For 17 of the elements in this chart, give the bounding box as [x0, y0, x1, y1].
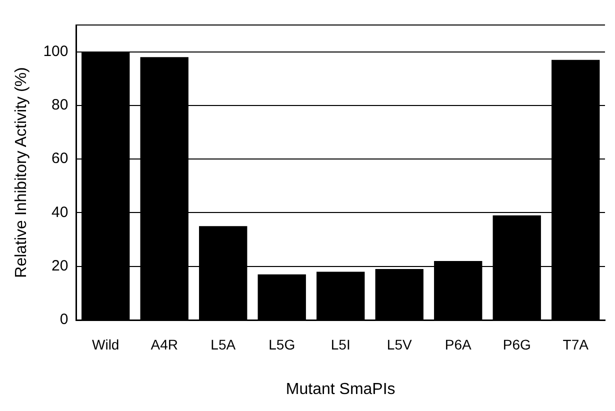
y-tick-label: 20	[52, 258, 68, 275]
y-axis-title: Relative Inhibitory Activity (%)	[13, 67, 30, 278]
x-tick-label: P6A	[444, 336, 472, 352]
x-tick-label: L5A	[210, 336, 236, 352]
y-tick-label: 0	[60, 311, 68, 328]
x-tick-label: P6G	[502, 336, 531, 352]
x-axis-title: Mutant SmaPIs	[286, 380, 396, 398]
x-tick-label: A4R	[150, 336, 178, 352]
y-tick-label: 40	[52, 204, 68, 221]
x-tick-label: Wild	[92, 336, 120, 352]
y-tick-label: 80	[52, 96, 68, 114]
x-tick-label: L5I	[330, 336, 350, 352]
y-tick-label: 100	[43, 42, 68, 60]
x-tick-label: T7A	[562, 336, 590, 352]
y-tick-label: 60	[52, 150, 68, 168]
x-tick-label: L5G	[268, 336, 296, 352]
x-tick-label: L5V	[386, 336, 412, 352]
